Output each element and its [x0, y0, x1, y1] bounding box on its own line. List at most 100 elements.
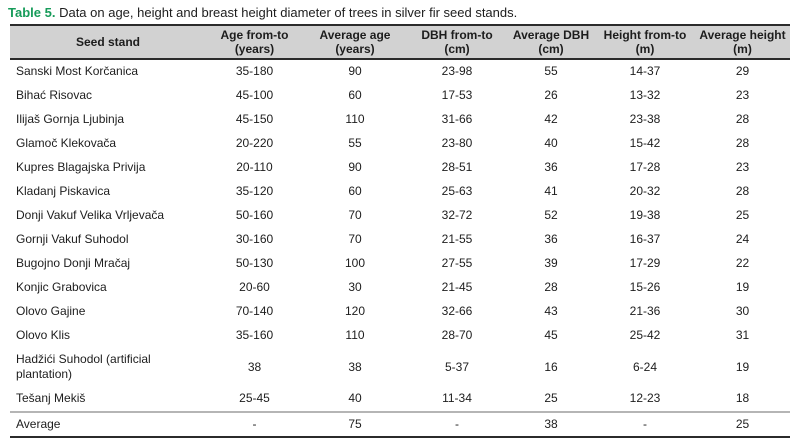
row-value-cell: 23-98: [441, 64, 473, 78]
row-value-cell: 20-220: [235, 136, 274, 150]
row-name-cell: Kladanj Piskavica: [16, 184, 111, 198]
row-value-cell: 28-51: [441, 160, 473, 174]
row-value-cell: 55: [348, 136, 362, 150]
row-value-cell: 15-42: [629, 136, 661, 150]
average-value-cell: 75: [303, 411, 407, 437]
row-value-cell: 13-32: [629, 88, 661, 102]
col-header-height-from-to: Height from-to (m): [595, 25, 695, 60]
col-header-unit: (m): [635, 42, 655, 56]
row-name-cell: Bugojno Donji Mračaj: [16, 256, 131, 270]
table-row: Gornji Vakuf Suhodol 30-160 70 21-55 36 16-37…: [10, 228, 790, 252]
col-header-label: Average age: [319, 28, 391, 42]
row-name-cell: Konjic Grabovica: [16, 280, 107, 294]
row-value-cell: 18: [735, 391, 750, 405]
col-header-label: Average DBH: [512, 28, 590, 42]
row-value-cell: 19: [735, 359, 750, 374]
col-header-unit: (years): [234, 42, 275, 56]
col-header-unit: (m): [733, 42, 752, 56]
row-name-cell: Olovo Gajine: [16, 304, 86, 318]
row-name-cell: Sanski Most Korčanica: [16, 64, 139, 78]
row-value-cell: 70: [348, 232, 362, 246]
row-value-cell: 110: [345, 112, 365, 126]
row-value-cell: 120: [344, 304, 366, 318]
col-header-label: Seed stand: [75, 35, 141, 49]
seed-stands-table: Seed stand Age from-to (years) Average ag…: [10, 24, 790, 438]
row-value-cell: 15-26: [629, 280, 661, 294]
row-value-cell: 23-80: [441, 136, 473, 150]
row-value-cell: 14-37: [629, 64, 661, 78]
row-value-cell: 27-55: [441, 256, 473, 270]
table-row: Bihać Risovac 45-100 60 17-53 26 13-32 23: [10, 84, 790, 108]
table-footer: Average -75-38-25: [10, 411, 790, 437]
row-value-cell: 35-180: [235, 64, 274, 78]
row-value-cell: 25: [544, 391, 558, 405]
row-value-cell: 50-160: [235, 208, 274, 222]
col-header-unit: (cm): [444, 42, 470, 56]
row-value-cell: 35-160: [235, 328, 274, 342]
row-value-cell: 11-34: [442, 391, 472, 405]
col-header-dbh-from-to: DBH from-to (cm): [407, 25, 507, 60]
row-value-cell: 24: [735, 232, 750, 246]
row-value-cell: 16-37: [629, 232, 661, 246]
row-value-cell: 35-120: [235, 184, 274, 198]
row-value-cell: 45: [544, 328, 558, 342]
average-value-cell: -: [407, 411, 507, 437]
page: Table 5. Data on age, height and breast …: [8, 5, 790, 438]
table-row: Bugojno Donji Mračaj 50-130 100 27-55 39 17-2…: [10, 252, 790, 276]
table-row: Ilijaš Gornja Ljubinja 45-150 110 31-66 42 23…: [10, 108, 790, 132]
row-value-cell: 43: [544, 304, 558, 318]
table-row: Tešanj Mekiš 25-45 40 11-34 25 12-23 18: [10, 387, 790, 412]
row-value-cell: 70-140: [235, 304, 274, 318]
row-value-cell: 21-55: [441, 232, 473, 246]
average-value-cell: -: [206, 411, 303, 437]
row-value-cell: 28: [735, 136, 750, 150]
row-value-cell: 100: [344, 256, 366, 270]
table-row: Sanski Most Korčanica 35-180 90 23-98 55 14-3…: [10, 59, 790, 84]
row-value-cell: 60: [348, 88, 362, 102]
row-value-cell: 31-66: [441, 112, 473, 126]
row-value-cell: 32-66: [441, 304, 473, 318]
row-name-cell: Gornji Vakuf Suhodol: [16, 232, 129, 246]
col-header-seed-stand: Seed stand: [10, 25, 206, 60]
row-value-cell: 6-24: [632, 359, 658, 374]
row-value-cell: 26: [544, 88, 558, 102]
row-value-cell: 12-23: [629, 391, 661, 405]
row-name-cell: Kupres Blagajska Privija: [16, 160, 146, 174]
row-value-cell: 19: [735, 280, 750, 294]
table-row: Glamoč Klekovača 20-220 55 23-80 40 15-42 28: [10, 132, 790, 156]
row-value-cell: 70: [348, 208, 362, 222]
average-row: Average -75-38-25: [10, 411, 790, 437]
col-header-label: Age from-to: [220, 28, 289, 42]
row-value-cell: 28: [735, 184, 750, 198]
row-value-cell: 17-53: [441, 88, 473, 102]
row-value-cell: 40: [544, 136, 558, 150]
row-value-cell: 5-37: [444, 359, 470, 374]
row-value-cell: 20-32: [629, 184, 661, 198]
row-value-cell: 36: [544, 232, 558, 246]
average-value-cell: -: [595, 411, 695, 437]
row-value-cell: 38: [348, 359, 362, 374]
row-value-cell: 52: [544, 208, 558, 222]
row-value-cell: 90: [348, 160, 362, 174]
col-header-unit: (cm): [538, 42, 564, 56]
row-value-cell: 21-45: [441, 280, 473, 294]
col-header-average-dbh: Average DBH (cm): [507, 25, 595, 60]
row-value-cell: 39: [544, 256, 558, 270]
row-name-cell: Olovo Klis: [16, 328, 71, 342]
table-row: Konjic Grabovica 20-60 30 21-45 28 15-26 19: [10, 276, 790, 300]
row-value-cell: 28: [544, 280, 558, 294]
row-value-cell: 45-100: [235, 88, 274, 102]
col-header-label: Average height: [699, 28, 786, 42]
table-row: Hadžići Suhodol (artificial plantation) 3…: [10, 348, 790, 387]
row-value-cell: 45-150: [235, 112, 274, 126]
col-header-label: Height from-to: [603, 28, 687, 42]
row-value-cell: 23: [735, 88, 750, 102]
row-value-cell: 38: [247, 359, 262, 374]
row-value-cell: 22: [735, 256, 750, 270]
row-value-cell: 20-110: [236, 160, 273, 174]
row-value-cell: 21-36: [629, 304, 661, 318]
row-value-cell: 25: [735, 208, 750, 222]
row-value-cell: 30: [348, 280, 362, 294]
row-name-cell: Ilijaš Gornja Ljubinja: [16, 112, 125, 126]
table-row: Kladanj Piskavica 35-120 60 25-63 41 20-32 28: [10, 180, 790, 204]
